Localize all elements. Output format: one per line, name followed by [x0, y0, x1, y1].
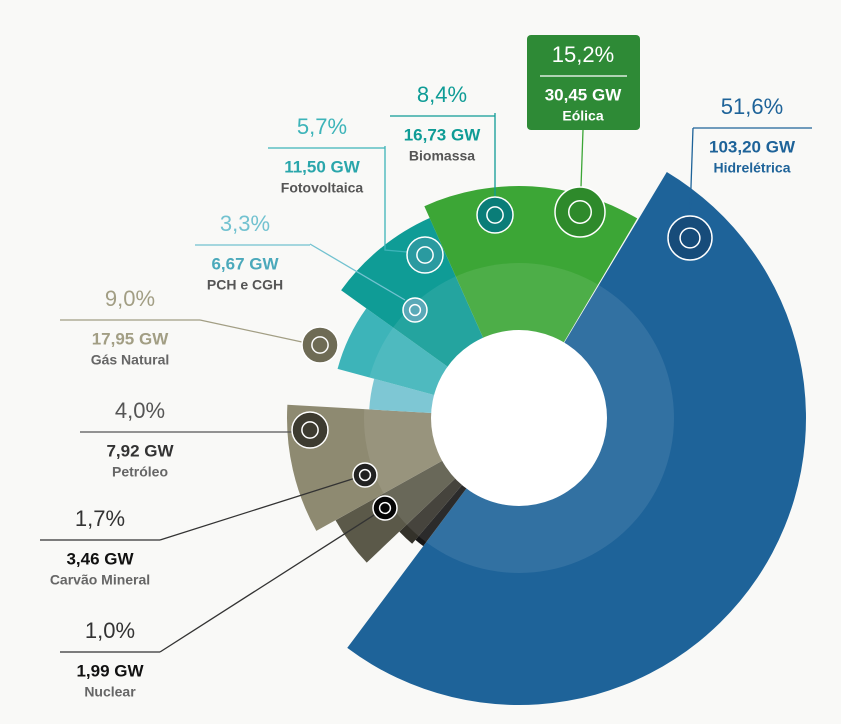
percent-label: 5,7%	[297, 114, 347, 139]
leader-line	[580, 129, 584, 188]
category-label: Fotovoltaica	[281, 180, 364, 196]
percent-label: 15,2%	[552, 42, 614, 67]
percent-label: 1,0%	[85, 618, 135, 643]
eolica-box	[527, 35, 640, 130]
icon	[301, 326, 339, 364]
icon-glyph	[416, 246, 434, 264]
capacity-label: 1,99 GW	[76, 661, 144, 680]
percent-label: 8,4%	[417, 82, 467, 107]
icon	[372, 495, 398, 521]
icon-glyph	[568, 200, 592, 224]
hole	[431, 330, 607, 506]
category-label: Biomassa	[409, 148, 475, 164]
category-label: PCH e CGH	[207, 277, 283, 293]
capacity-label: 7,92 GW	[106, 441, 174, 460]
leader-line	[689, 127, 694, 217]
category-label: Hidrelétrica	[713, 160, 790, 176]
capacity-label: 30,45 GW	[545, 85, 622, 104]
icon	[476, 196, 514, 234]
icon-glyph	[486, 206, 504, 224]
capacity-label: 103,20 GW	[709, 137, 796, 156]
slice	[424, 186, 638, 418]
leader-line	[309, 243, 406, 301]
leader-line	[199, 319, 303, 343]
capacity-label: 11,50 GW	[284, 157, 361, 176]
icon	[554, 186, 606, 238]
category-label: Eólica	[562, 108, 603, 124]
icon	[402, 297, 428, 323]
icon-glyph	[301, 421, 319, 439]
leader-line	[159, 474, 366, 541]
capacity-label: 6,67 GW	[211, 254, 279, 273]
category-label: Gás Natural	[91, 352, 170, 368]
labels: 51,6% 103,20 GW Hidrelétrica 1,0% 1,99 GW Nuc…	[40, 42, 812, 700]
capacity-label: 16,73 GW	[404, 125, 481, 144]
icon-glyph	[679, 227, 701, 249]
icon	[406, 236, 444, 274]
capacity-label: 3,46 GW	[66, 549, 134, 568]
icon	[352, 462, 378, 488]
category-label: Nuclear	[84, 684, 136, 700]
percent-label: 1,7%	[75, 506, 125, 531]
icon	[667, 215, 713, 261]
leader-line	[159, 507, 386, 653]
icon-glyph	[408, 303, 422, 317]
percent-label: 3,3%	[220, 211, 270, 236]
icon-glyph	[311, 336, 329, 354]
percent-label: 51,6%	[721, 94, 783, 119]
category-label: Petróleo	[112, 464, 168, 480]
capacity-label: 17,95 GW	[92, 329, 169, 348]
icon-glyph	[378, 501, 392, 515]
percent-label: 9,0%	[105, 286, 155, 311]
leader-line	[384, 146, 408, 253]
icon	[291, 411, 329, 449]
category-label: Carvão Mineral	[50, 572, 150, 588]
icon-glyph	[358, 468, 372, 482]
percent-label: 4,0%	[115, 398, 165, 423]
